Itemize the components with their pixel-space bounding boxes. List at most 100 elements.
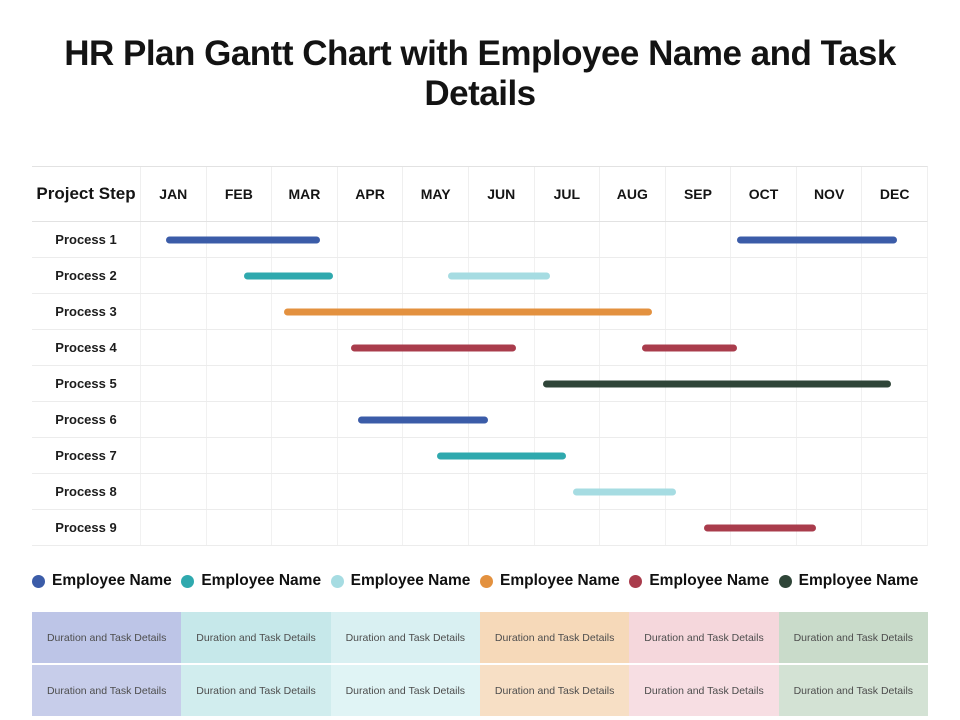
- grid-cell: [664, 294, 731, 329]
- task-label: Process 8: [55, 484, 117, 499]
- gantt-bar: [641, 344, 737, 351]
- grid-cell: [140, 510, 206, 545]
- bar-layer: [140, 294, 927, 329]
- gantt-row: Process 4: [32, 330, 928, 366]
- detail-cell: Duration and Task Details: [32, 612, 182, 663]
- grid-cell: [336, 222, 403, 257]
- grid-cell: [795, 330, 862, 365]
- gantt-row: Process 2: [32, 258, 928, 294]
- grid-cell: [861, 438, 927, 473]
- grid-cell: [336, 510, 403, 545]
- column-header-month: JUN: [467, 167, 534, 221]
- grid-cell: [533, 366, 600, 401]
- grid-cell: [599, 330, 665, 365]
- column-header-month: JAN: [140, 167, 206, 221]
- legend-label: Employee Name: [649, 572, 770, 589]
- column-header-month: AUG: [599, 167, 665, 221]
- task-label: Process 7: [55, 448, 117, 463]
- bar-layer: [140, 258, 927, 293]
- detail-cell: Duration and Task Details: [330, 612, 480, 663]
- legend-color-dot: [330, 574, 344, 588]
- grid-cell: [336, 366, 403, 401]
- column-header-month: DEC: [861, 167, 927, 221]
- grid-cell: [599, 222, 665, 257]
- grid-cell: [205, 366, 272, 401]
- grid-cell: [140, 258, 206, 293]
- detail-cell: Duration and Task Details: [778, 665, 928, 716]
- grid-cell: [664, 222, 731, 257]
- gantt-bar: [736, 236, 898, 243]
- grid-cell: [140, 402, 206, 437]
- task-label: Process 5: [55, 376, 117, 391]
- gantt-row: Process 8: [32, 474, 928, 510]
- grid-cell: [730, 438, 796, 473]
- grid-cell: [533, 222, 600, 257]
- legend-color-dot: [181, 574, 195, 588]
- gantt-bar: [351, 344, 516, 351]
- grid-cell: [271, 294, 337, 329]
- grid-cell: [730, 258, 796, 293]
- gantt-bar: [284, 308, 652, 315]
- task-label: Process 2: [55, 268, 117, 283]
- grid-cell: [205, 258, 272, 293]
- task-label: Process 6: [55, 412, 117, 427]
- grid-cell: [271, 474, 337, 509]
- grid-cell: [533, 474, 600, 509]
- legend-color-dot: [778, 574, 792, 588]
- task-label: Process 1: [55, 232, 117, 247]
- grid-cell: [271, 402, 337, 437]
- grid-cell: [730, 294, 796, 329]
- grid-cell: [533, 330, 600, 365]
- gantt-bar: [704, 524, 816, 531]
- gantt-bar: [448, 272, 550, 279]
- legend-label: Employee Name: [52, 572, 172, 589]
- legend-label: Employee Name: [350, 572, 471, 589]
- legend: Employee Name Employee Name Employee Name E…: [32, 572, 928, 590]
- column-header-month: MAR: [271, 167, 337, 221]
- grid-cell: [205, 510, 272, 545]
- grid-cell: [271, 330, 337, 365]
- legend-item: Employee Name: [32, 572, 181, 590]
- legend-color-dot: [479, 574, 493, 588]
- bar-layer: [140, 330, 927, 365]
- detail-cell: Duration and Task Details: [629, 665, 779, 716]
- grid-cell: [140, 294, 206, 329]
- grid-cell: [861, 330, 927, 365]
- grid-cell: [402, 438, 468, 473]
- detail-cell: Duration and Task Details: [778, 612, 928, 663]
- legend-item: Employee Name: [778, 572, 928, 590]
- grid-cell: [402, 222, 468, 257]
- grid-cell: [402, 258, 468, 293]
- grid-cell: [205, 402, 272, 437]
- column-header-month: JUL: [533, 167, 600, 221]
- legend-color-dot: [32, 574, 45, 588]
- grid-cell: [336, 402, 403, 437]
- grid-cell: [664, 258, 731, 293]
- grid-cell: [336, 258, 403, 293]
- gantt-header: Project Step JAN FEB MAR APR MAY JUN JUL AUG SEP…: [32, 166, 928, 222]
- legend-color-dot: [629, 574, 643, 588]
- grid-cell: [402, 510, 468, 545]
- column-header-month: OCT: [730, 167, 796, 221]
- grid-cell: [467, 366, 534, 401]
- grid-cell: [533, 402, 600, 437]
- gantt-row: Process 7: [32, 438, 928, 474]
- detail-cell: Duration and Task Details: [181, 612, 331, 663]
- grid-cell: [664, 510, 731, 545]
- legend-item: Employee Name: [479, 572, 629, 590]
- grid-cell: [336, 438, 403, 473]
- gantt-body: Process 1 Process 2 Process 3 Process 4 Proc…: [32, 222, 928, 546]
- detail-cell: Duration and Task Details: [629, 612, 779, 663]
- gantt-bar: [437, 452, 567, 459]
- grid-cell: [140, 222, 206, 257]
- grid-cell: [533, 510, 600, 545]
- grid-cell: [599, 402, 665, 437]
- details-table: Duration and Task Details Duration and Ta…: [32, 612, 928, 716]
- gantt-row: Process 1: [32, 222, 928, 258]
- gantt-bar: [243, 272, 334, 279]
- column-header-month: MAY: [402, 167, 468, 221]
- legend-item: Employee Name: [330, 572, 480, 590]
- grid-cell: [664, 438, 731, 473]
- grid-cell: [861, 510, 927, 545]
- legend-label: Employee Name: [201, 572, 322, 589]
